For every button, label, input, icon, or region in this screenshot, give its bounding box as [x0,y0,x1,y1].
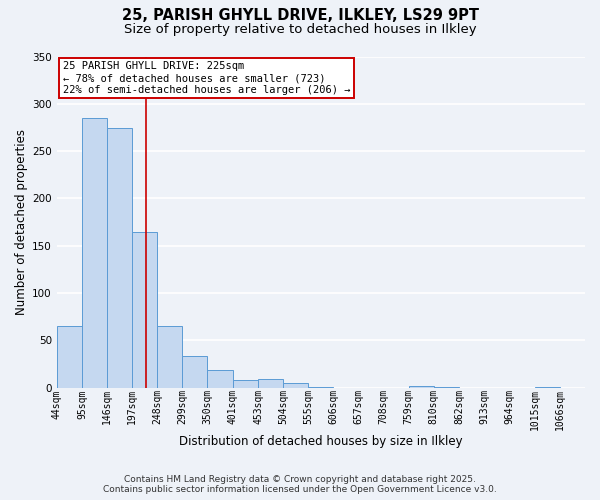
Bar [132,232,157,388]
Bar [107,128,132,388]
Bar [409,386,434,388]
Bar [233,380,257,388]
Y-axis label: Number of detached properties: Number of detached properties [15,129,28,315]
Bar [283,383,308,388]
Text: Contains public sector information licensed under the Open Government Licence v3: Contains public sector information licen… [103,485,497,494]
Bar [258,380,283,388]
Bar [82,118,107,388]
Bar [308,387,334,388]
Bar [535,387,560,388]
Bar [182,356,208,388]
Bar [57,326,82,388]
Text: Contains HM Land Registry data © Crown copyright and database right 2025.: Contains HM Land Registry data © Crown c… [124,475,476,484]
Text: Size of property relative to detached houses in Ilkley: Size of property relative to detached ho… [124,22,476,36]
Text: 25, PARISH GHYLL DRIVE, ILKLEY, LS29 9PT: 25, PARISH GHYLL DRIVE, ILKLEY, LS29 9PT [121,8,479,22]
Bar [434,387,459,388]
Text: 25 PARISH GHYLL DRIVE: 225sqm
← 78% of detached houses are smaller (723)
22% of : 25 PARISH GHYLL DRIVE: 225sqm ← 78% of d… [63,62,350,94]
X-axis label: Distribution of detached houses by size in Ilkley: Distribution of detached houses by size … [179,434,463,448]
Bar [157,326,182,388]
Bar [208,370,233,388]
